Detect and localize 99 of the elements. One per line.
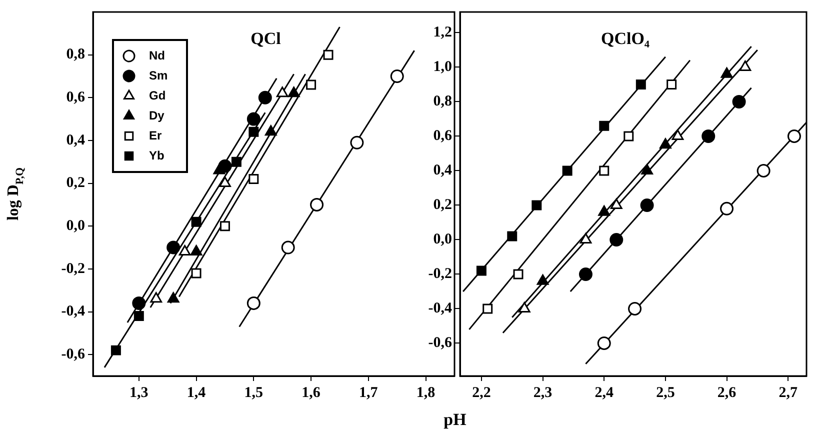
x-tick-label: 1,7 [359, 384, 378, 401]
point [532, 200, 542, 210]
point [264, 125, 277, 136]
y-tick-label: 0,6 [433, 128, 452, 144]
y-tick-label: 0,4 [433, 162, 452, 179]
point [231, 156, 242, 167]
point [219, 176, 231, 188]
y-axis-title: log DP,Q [5, 167, 26, 221]
point [178, 245, 191, 256]
y-tick-label: -0,4 [428, 300, 452, 317]
point [191, 216, 202, 227]
y-tick-label: 0,0 [66, 218, 85, 234]
point [518, 302, 530, 312]
point [756, 164, 770, 178]
legend-label: Gd [149, 88, 166, 102]
point [110, 345, 121, 356]
point [167, 292, 180, 303]
x-tick-label: 2,4 [594, 384, 614, 401]
point [580, 232, 592, 244]
y-tick-label: 1,2 [433, 24, 452, 41]
point [578, 267, 592, 281]
point [666, 79, 677, 90]
y-tick-label: -0,2 [61, 260, 85, 277]
y-tick-label: -0,6 [61, 346, 86, 362]
y-tick-label: 0,0 [433, 232, 452, 248]
point [323, 50, 334, 60]
point [536, 274, 549, 285]
point [288, 86, 300, 98]
x-tick-label: 2,6 [717, 384, 737, 401]
legend-label: Yb [149, 148, 164, 162]
point [640, 198, 654, 212]
y-tick-label: 0,8 [433, 94, 452, 110]
point [190, 245, 202, 256]
point [702, 129, 716, 143]
point [787, 129, 801, 143]
point [641, 164, 653, 174]
point [476, 266, 486, 276]
legend-label: Sm [149, 68, 168, 82]
point [258, 90, 272, 104]
y-tick-label: 0,4 [66, 132, 86, 148]
point [248, 174, 259, 184]
legend-label: Er [149, 128, 162, 142]
y-tick-label: 0,2 [433, 197, 452, 214]
x-tick-label: 2,2 [472, 384, 491, 401]
point [628, 302, 642, 316]
x-tick-label: 1,8 [416, 384, 436, 401]
point [598, 205, 610, 216]
point [720, 202, 734, 216]
x-tick-label: 2,3 [533, 384, 552, 401]
point [610, 232, 624, 246]
point [636, 79, 646, 90]
point [191, 268, 202, 278]
point [597, 336, 611, 350]
point [562, 166, 572, 176]
legend-label: Nd [149, 48, 165, 62]
point [507, 231, 518, 242]
point [739, 60, 752, 71]
point [672, 129, 684, 140]
y-tick-label: -0,2 [428, 266, 452, 282]
point [732, 94, 746, 108]
point [166, 240, 180, 254]
x-tick-label: 1,5 [244, 384, 264, 401]
point [248, 126, 259, 137]
y-tick-label: -0,6 [428, 335, 452, 352]
point [150, 292, 162, 303]
point [276, 86, 288, 98]
x-tick-label: 1,4 [186, 384, 206, 401]
point [132, 296, 146, 310]
y-tick-label: -0,4 [61, 304, 86, 320]
y-tick-label: 0,2 [66, 175, 85, 192]
point [660, 138, 672, 149]
point [310, 198, 324, 212]
x-tick-label: 1,3 [130, 384, 148, 401]
point [218, 159, 232, 173]
point [599, 120, 610, 131]
x-tick-label: 1,6 [302, 384, 321, 401]
text: QCl [250, 29, 282, 48]
point [350, 136, 364, 150]
point [246, 112, 260, 126]
text: QClO₄ [600, 29, 650, 48]
point [599, 166, 610, 176]
point [134, 311, 144, 322]
y-tick-label: 0,8 [66, 46, 85, 63]
point [281, 240, 295, 254]
point [220, 221, 230, 232]
legend-label: Dy [149, 108, 165, 122]
y-tick-label: 0,6 [66, 90, 86, 106]
point [482, 304, 493, 314]
point [390, 69, 404, 83]
point [513, 269, 524, 280]
point [624, 131, 634, 142]
x-tick-label: 2,7 [778, 384, 798, 401]
x-tick-label: 2,5 [656, 384, 675, 401]
point [610, 198, 622, 209]
point [306, 80, 316, 90]
point [720, 67, 733, 78]
point [246, 296, 260, 310]
x-axis-title: pH [442, 410, 468, 430]
y-tick-label: 1,0 [433, 59, 452, 76]
